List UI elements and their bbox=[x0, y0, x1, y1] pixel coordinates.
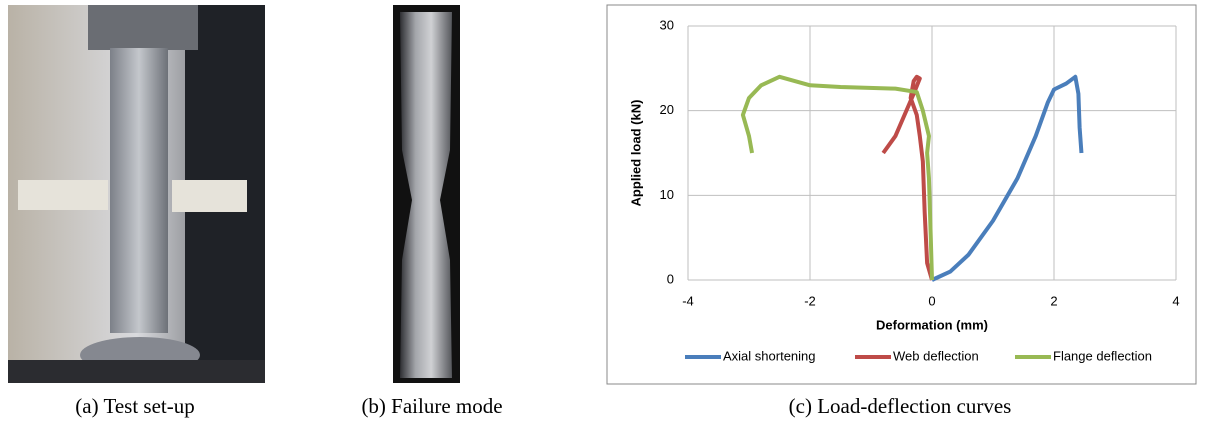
x-tick-label: 4 bbox=[1172, 293, 1179, 308]
legend-label: Flange deflection bbox=[1053, 348, 1152, 363]
x-axis-label: Deformation (mm) bbox=[876, 317, 988, 332]
x-tick-label: 2 bbox=[1050, 293, 1057, 308]
x-tick-label: -4 bbox=[682, 293, 694, 308]
x-tick-label: 0 bbox=[928, 293, 935, 308]
photo-failure-mode bbox=[393, 5, 460, 383]
caption: (a) Test set-up bbox=[75, 394, 194, 418]
legend-label: Web deflection bbox=[893, 348, 979, 363]
chart-frame bbox=[606, 4, 1197, 385]
caption: (b) Failure mode bbox=[361, 394, 502, 418]
y-tick-label: 10 bbox=[660, 187, 674, 202]
photo-test-setup bbox=[8, 5, 265, 383]
caption: (c) Load-deflection curves bbox=[789, 394, 1012, 418]
series-line bbox=[881, 74, 934, 281]
y-axis-label: Applied load (kN) bbox=[628, 100, 643, 207]
series-line bbox=[931, 74, 1084, 282]
y-tick-label: 20 bbox=[660, 102, 674, 117]
x-tick-label: -2 bbox=[804, 293, 816, 308]
legend-label: Axial shortening bbox=[723, 348, 816, 363]
series-line bbox=[740, 74, 934, 281]
y-tick-label: 30 bbox=[660, 17, 674, 32]
y-tick-label: 0 bbox=[667, 271, 674, 286]
